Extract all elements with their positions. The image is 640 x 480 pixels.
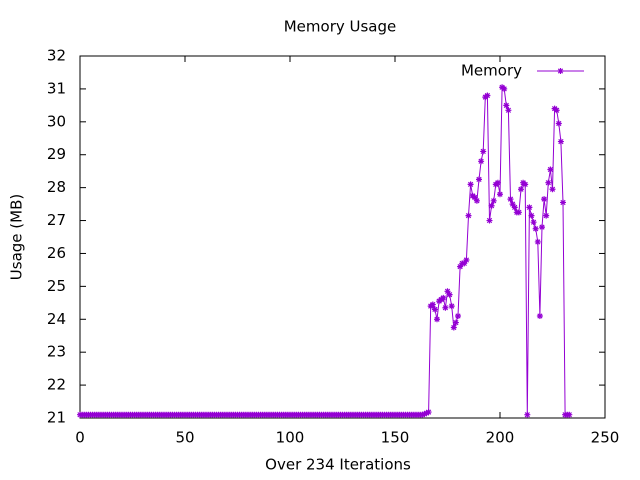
data-point [431,306,438,313]
data-point [524,411,531,418]
data-point [463,257,470,264]
data-point [545,179,552,186]
data-point [497,191,503,198]
data-point [490,197,497,204]
data-point [541,196,548,203]
data-point [448,303,455,310]
data-point [509,201,516,208]
data-point [476,176,482,183]
data-point [421,411,428,418]
x-tick-label: 50 [175,429,194,447]
data-point [530,219,537,226]
data-point [486,217,493,224]
data-point [484,92,491,99]
data-point [528,212,535,219]
data-point [440,294,447,301]
y-tick-label: 30 [47,112,66,130]
y-tick-label: 29 [47,145,66,163]
y-tick-label: 22 [47,376,66,394]
data-point [522,181,529,188]
data-point [473,197,480,204]
data-point [434,316,440,323]
x-tick-label: 0 [75,429,85,447]
data-point [461,260,468,267]
data-point [455,312,461,319]
data-point [442,304,449,311]
data-point [511,204,518,211]
x-axis-label: Over 234 Iterations [265,456,411,474]
plot-frame [79,55,606,419]
data-point [444,288,451,295]
data-point [566,411,573,418]
data-point [560,199,566,206]
data-point [526,204,533,211]
data-point [478,158,485,165]
data-point [518,186,524,193]
y-axis-label: Usage (MB) [8,194,26,280]
data-point [488,202,495,209]
x-tick-label: 250 [591,429,620,447]
data-point [450,324,457,331]
x-tick-label: 150 [381,429,410,447]
y-tick-label: 27 [47,211,66,229]
data-point [536,312,543,319]
y-tick-label: 31 [47,79,66,97]
data-point [547,166,554,173]
data-point [557,138,564,145]
legend-label: Memory [461,62,522,80]
data-point [503,102,510,109]
data-point [429,301,436,308]
y-tick-label: 28 [47,178,66,196]
data-point [419,411,426,418]
data-point [471,194,478,201]
x-tick-label: 100 [276,429,305,447]
data-point [467,181,474,188]
data-point [543,212,550,219]
data-point [549,186,556,193]
data-point [505,107,512,114]
chart-title: Memory Usage [284,18,397,36]
legend-marker [557,68,564,74]
data-point [423,410,430,417]
y-tick-label: 24 [47,310,66,328]
data-point [532,225,539,232]
data-point [501,85,508,92]
data-point [494,179,501,186]
data-point [480,148,487,155]
y-tick-label: 32 [47,47,66,65]
data-point [425,409,432,416]
x-tick-label: 200 [486,429,515,447]
data-point [534,238,541,245]
y-tick-label: 26 [47,244,66,262]
data-point [553,107,560,114]
data-point [555,120,562,127]
data-point [452,319,459,326]
y-tick-label: 23 [47,343,66,361]
y-tick-label: 21 [47,409,66,427]
data-point [457,263,464,270]
data-point [539,224,545,231]
data-point [515,209,522,216]
y-tick-label: 25 [47,277,66,295]
data-point [446,291,453,298]
data-point [507,196,514,203]
data-point [465,212,472,219]
